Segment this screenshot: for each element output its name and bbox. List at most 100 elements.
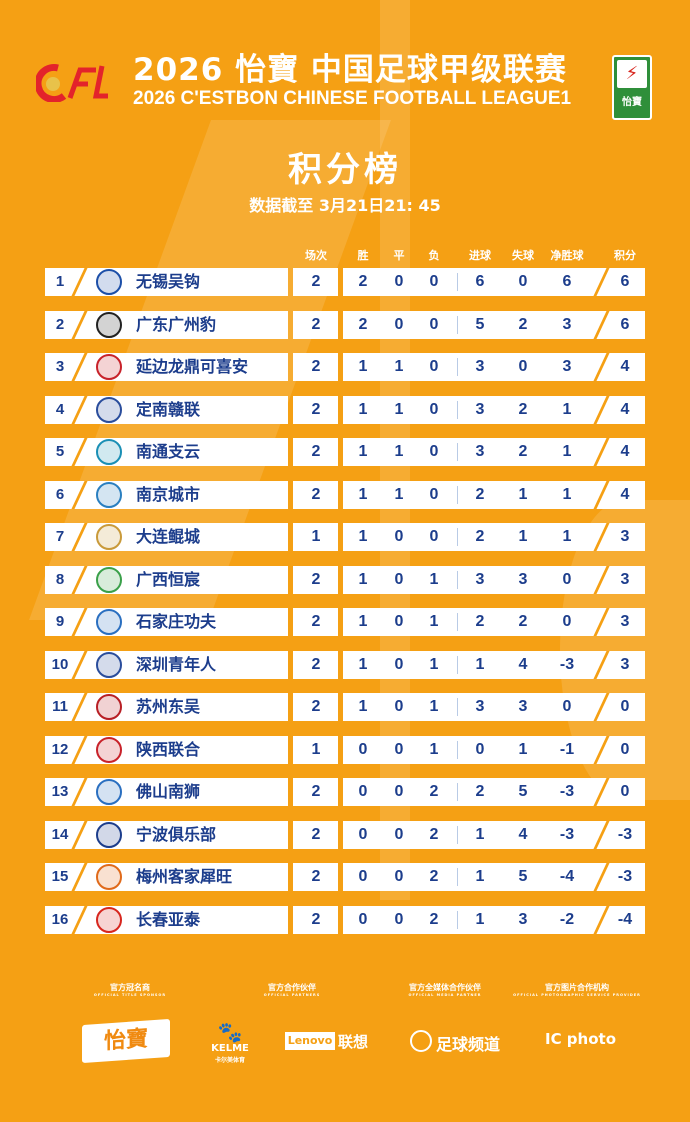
table-row[interactable]: 13 佛山南狮 2 0 0 2 2 5 -3 0: [0, 778, 690, 806]
played-value: 2: [311, 315, 321, 333]
goals-against-value: 2: [518, 443, 528, 460]
column-header-lost: 负: [428, 249, 440, 262]
team-name[interactable]: 陕西联合: [136, 739, 201, 759]
goal-diff-value: 1: [562, 400, 572, 418]
team-name[interactable]: 石家庄功夫: [136, 612, 217, 631]
table-row[interactable]: 2 广东广州豹 2 2 0 0 5 2 3 6: [0, 310, 690, 339]
points-value: 4: [620, 443, 630, 460]
goals-against-value: 2: [518, 400, 528, 418]
played-cell: [293, 820, 338, 849]
table-row[interactable]: 6 南京城市 2 1 1 0 2 1 1 4: [0, 480, 690, 509]
points-value: -4: [617, 910, 633, 928]
goals-for-value: 2: [475, 485, 485, 503]
team-crest-icon: [96, 906, 122, 933]
table-row[interactable]: 3 延边龙鼎可喜安 2 1 1 0 3 0 3 4: [0, 353, 690, 381]
goal-diff-value: 3: [562, 315, 572, 333]
won-value: 1: [358, 443, 368, 460]
lost-value: 1: [429, 570, 439, 588]
goal-diff-value: 1: [562, 528, 572, 545]
rank: 9: [55, 613, 65, 630]
goals-against-value: 1: [518, 485, 528, 503]
team-name[interactable]: 无锡吴钩: [136, 272, 201, 291]
table-row[interactable]: 1 无锡吴钩 2 2 0 0 6 0 6 6: [0, 268, 690, 296]
points-value: 0: [620, 698, 630, 715]
points-value: -3: [617, 825, 633, 843]
team-cell: [45, 778, 288, 806]
goals-against-value: 0: [518, 358, 528, 375]
ftv-icon: [410, 1030, 432, 1052]
divider: [457, 443, 458, 461]
divider: [457, 570, 458, 589]
played-cell: [293, 905, 338, 934]
drawn-value: 1: [394, 443, 404, 460]
goals-for-value: 3: [475, 358, 485, 375]
team-crest-icon: [96, 566, 122, 593]
won-value: 1: [358, 485, 368, 503]
points-value: 4: [620, 358, 630, 375]
table-row[interactable]: 9 石家庄功夫 2 1 0 1 2 2 0 3: [0, 608, 690, 636]
rank: 3: [55, 358, 65, 375]
team-name[interactable]: 梅州客家犀旺: [136, 867, 233, 886]
divider: [457, 868, 458, 886]
played-value: 2: [311, 358, 321, 375]
team-name[interactable]: 深圳青年人: [136, 654, 217, 674]
won-value: 1: [358, 698, 368, 715]
points-value: 3: [620, 528, 630, 545]
team-name[interactable]: 广西恒宸: [136, 569, 201, 589]
played-value: 1: [311, 528, 321, 545]
sponsor-label-en: OFFICIAL PARTNERS: [263, 993, 321, 997]
team-name[interactable]: 宁波俱乐部: [136, 824, 217, 844]
played-cell: [293, 565, 338, 594]
column-header-points: 积分: [614, 249, 636, 262]
lost-value: 0: [429, 400, 439, 418]
team-name[interactable]: 佛山南狮: [136, 782, 201, 801]
goals-against-value: 5: [518, 783, 528, 800]
team-name[interactable]: 南京城市: [136, 484, 201, 504]
team-cell: [45, 693, 288, 721]
sponsor-label: 官方全媒体合作伙伴 OFFICIAL MEDIA PARTNER: [409, 982, 482, 997]
sponsor-label-cn: 官方图片合作机构: [544, 983, 609, 992]
lenovo-logo: Lenovo: [285, 1032, 335, 1050]
played-value: 2: [311, 273, 321, 290]
drawn-value: 0: [394, 570, 404, 588]
team-name[interactable]: 长春亚泰: [136, 909, 201, 929]
table-row[interactable]: 11 苏州东吴 2 1 0 1 3 3 0 0: [0, 693, 690, 721]
played-cell: [293, 523, 338, 551]
won-value: 0: [358, 868, 368, 885]
table-row[interactable]: 7 大连鲲城 1 1 0 0 2 1 1 3: [0, 523, 690, 551]
table-row[interactable]: 4 定南赣联 2 1 1 0 3 2 1 4: [0, 395, 690, 424]
team-name[interactable]: 苏州东吴: [136, 697, 201, 716]
table-row[interactable]: 5 南通支云 2 1 1 0 3 2 1 4: [0, 438, 690, 466]
table-row[interactable]: 14 宁波俱乐部 2 0 0 2 1 4 -3 -3: [0, 820, 690, 849]
table-row[interactable]: 8 广西恒宸 2 1 0 1 3 3 0 3: [0, 565, 690, 594]
goals-against-value: 0: [518, 273, 528, 290]
rank: 10: [51, 655, 69, 673]
team-name[interactable]: 南通支云: [136, 442, 201, 461]
lost-value: 0: [429, 443, 439, 460]
rank: 5: [55, 443, 65, 460]
team-name[interactable]: 广东广州豹: [136, 314, 217, 334]
lost-value: 1: [429, 655, 439, 673]
played-cell: [293, 693, 338, 721]
title-en: 2026 C'ESTBON CHINESE FOOTBALL LEAGUE1: [133, 88, 572, 109]
table-row[interactable]: 12 陕西联合 1 0 0 1 0 1 -1 0: [0, 735, 690, 764]
table-row[interactable]: 16 长春亚泰 2 0 0 2 1 3 -2 -4: [0, 905, 690, 934]
goal-diff-value: 6: [562, 273, 572, 290]
cbon-logo: 怡寶: [82, 1018, 170, 1064]
played-cell: [293, 353, 338, 381]
team-crest-icon: [96, 481, 122, 508]
column-header-won: 胜: [357, 249, 369, 262]
team-name[interactable]: 延边龙鼎可喜安: [136, 357, 249, 376]
team-name[interactable]: 大连鲲城: [136, 527, 201, 546]
lost-value: 0: [429, 273, 439, 290]
table-row[interactable]: 15 梅州客家犀旺 2 0 0 2 1 5 -4 -3: [0, 863, 690, 891]
column-header-goals-for: 进球: [469, 249, 491, 262]
won-value: 1: [358, 528, 368, 545]
team-crest-icon: [96, 779, 122, 805]
table-row[interactable]: 10 深圳青年人 2 1 0 1 1 4 -3 3: [0, 650, 690, 679]
team-crest-icon: [96, 524, 122, 550]
team-name[interactable]: 定南赣联: [136, 399, 201, 419]
played-value: 2: [311, 868, 321, 885]
sponsor-label: 官方图片合作机构 OFFICIAL PHOTOGRAPHIC SERVICE PR…: [513, 982, 641, 997]
ftv-logo: 足球频道: [436, 1035, 501, 1054]
